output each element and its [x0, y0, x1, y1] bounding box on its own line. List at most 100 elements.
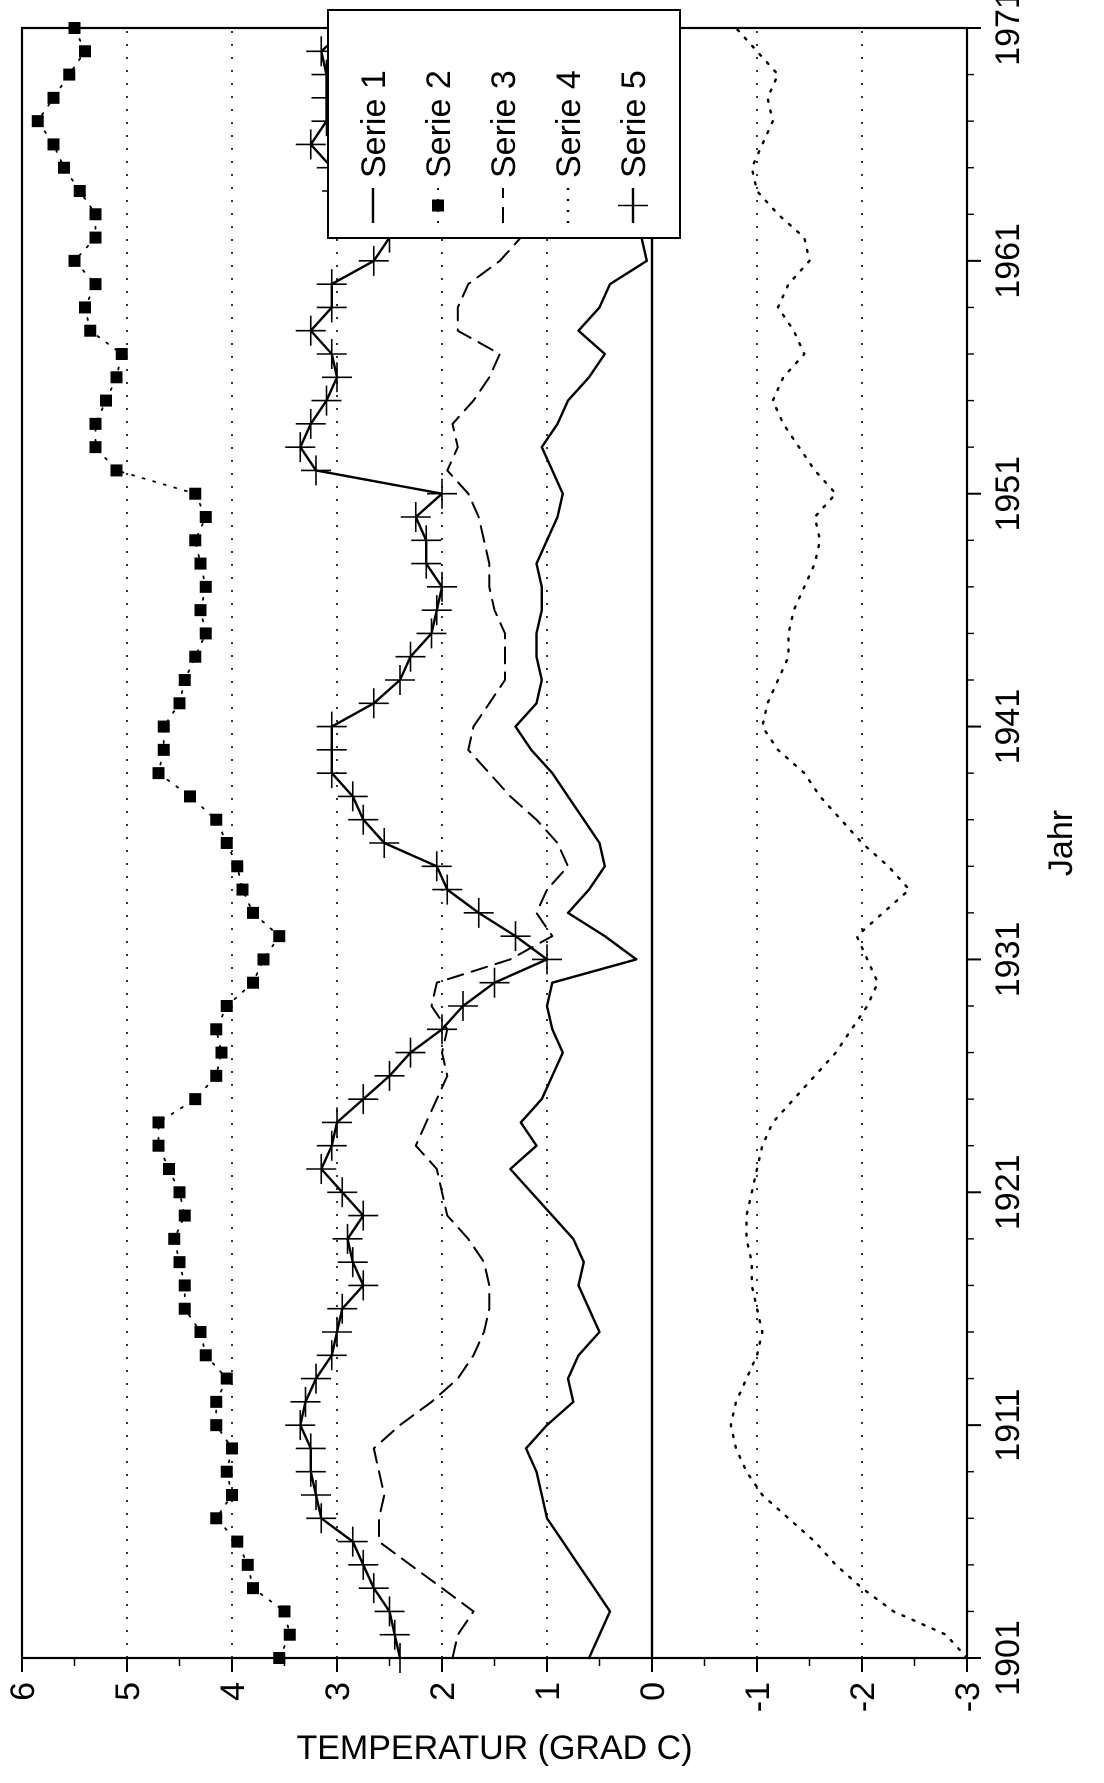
series-2-point — [194, 1326, 207, 1338]
series-2-point — [152, 767, 165, 780]
series-5-point — [358, 688, 389, 719]
series-2-point — [210, 1512, 223, 1525]
legend-entry-4: Serie 4 — [550, 70, 588, 223]
series-5-point — [358, 245, 389, 276]
series-2-point — [231, 860, 244, 873]
series-2-point — [199, 1349, 212, 1362]
series-2-point — [58, 161, 70, 174]
series-5-point — [448, 991, 478, 1021]
series-5-point — [301, 1363, 331, 1394]
series-5-point — [301, 1480, 331, 1510]
series-5-point — [395, 641, 426, 672]
series-5-point — [327, 1293, 358, 1324]
series-2-point — [173, 697, 186, 710]
series-2-point — [110, 464, 123, 477]
series-2-point — [189, 1093, 202, 1106]
series-5-point — [432, 874, 463, 905]
series-5-point — [337, 781, 368, 812]
series-5-point — [348, 1549, 379, 1580]
legend: Serie 1 Serie 2 Serie 3 Serie 4 Serie 5 — [327, 9, 681, 239]
series-3-line — [372, 27, 569, 1659]
series-2-point — [73, 185, 86, 197]
y-tick-label: 3 — [319, 1682, 357, 1701]
y-tick-label: 1 — [529, 1682, 567, 1701]
legend-label: Serie 2 — [420, 70, 458, 178]
series-2-point — [178, 1279, 191, 1292]
series-2-point — [173, 1186, 186, 1199]
series-2-point — [194, 604, 207, 617]
series-5-point — [532, 944, 562, 975]
series-5-point — [285, 1410, 316, 1441]
series-5-point — [322, 362, 352, 393]
series-5-point — [374, 1060, 405, 1091]
series-2-point — [273, 930, 286, 943]
x-axis-title: Jahr — [1042, 810, 1080, 876]
series-5-point — [316, 269, 347, 300]
series-5-point — [369, 828, 400, 858]
x-tick-label: 1961 — [989, 223, 1027, 299]
y-tick-label: 0 — [634, 1682, 672, 1701]
series-2-point — [236, 883, 249, 896]
series-2-point — [210, 1023, 223, 1036]
x-tick-label: 1911 — [989, 1389, 1027, 1462]
series-2-point — [89, 208, 102, 221]
series-2-point — [157, 720, 170, 733]
series-5-point — [348, 1084, 379, 1115]
series-5-point — [379, 1619, 410, 1650]
series-5-point — [348, 804, 379, 835]
series-2-point — [189, 534, 202, 547]
series-2-point — [173, 1256, 186, 1269]
legend-box — [327, 9, 681, 239]
series-2-point — [194, 557, 207, 570]
series-5 — [285, 13, 562, 1673]
series-5-point — [463, 897, 494, 928]
legend-entry-2: Serie 2 — [420, 70, 458, 223]
series-2-point — [220, 837, 233, 849]
series-5-point — [322, 1317, 352, 1347]
series-5-point — [395, 1037, 426, 1068]
series-5-point — [316, 1130, 347, 1161]
series-2-point — [226, 1489, 238, 1501]
series-2-point — [152, 1139, 165, 1152]
axis-layer: -3 -2 -1 0 1 2 3 4 5 6 1901 1911 1921 1931 1941 1951 196… — [4, 0, 1027, 1712]
series-2-point — [68, 22, 81, 34]
series-2-point — [247, 906, 259, 919]
series-2-point — [89, 417, 102, 430]
series-2-point — [220, 1372, 233, 1385]
series-5-point — [479, 967, 510, 998]
series-5-point — [316, 1340, 347, 1371]
series-5-point — [337, 1247, 368, 1278]
series-5-point — [327, 1177, 358, 1208]
x-tick-label: 1931 — [989, 922, 1027, 998]
x-tick-label: 1971 — [989, 0, 1027, 66]
legend-label: Serie 5 — [615, 70, 653, 178]
plot-frame — [20, 26, 969, 1660]
y-tick-label: 6 — [4, 1682, 42, 1701]
legend-label: Serie 3 — [485, 70, 523, 178]
y-tick-label: 2 — [424, 1682, 462, 1701]
x-tick-label: 1951 — [989, 456, 1027, 532]
series-5-point — [311, 385, 342, 416]
series-2-point — [210, 1395, 223, 1408]
series-2-point — [100, 394, 112, 407]
series-4 — [729, 26, 969, 1660]
series-2-point — [199, 627, 212, 640]
legend-marker — [432, 199, 444, 212]
series-2-point — [47, 138, 60, 151]
series-5-point — [295, 1433, 326, 1464]
series-2-point — [247, 1582, 259, 1595]
series-2-point — [283, 1628, 296, 1641]
legend-entry-3: Serie 3 — [485, 70, 523, 223]
series-2-point — [163, 1163, 175, 1175]
series-2-point — [31, 115, 44, 128]
x-tick-label: 1941 — [989, 689, 1027, 765]
series-5-point — [421, 851, 452, 882]
series-5-point — [374, 1596, 405, 1627]
series-2-point — [247, 976, 259, 989]
series-2-point — [79, 45, 91, 58]
series-5-point — [348, 1200, 379, 1231]
series-2-point — [178, 1302, 191, 1315]
series-2-point — [178, 674, 191, 686]
series-2-point — [68, 254, 81, 267]
series-2-point — [199, 580, 212, 593]
